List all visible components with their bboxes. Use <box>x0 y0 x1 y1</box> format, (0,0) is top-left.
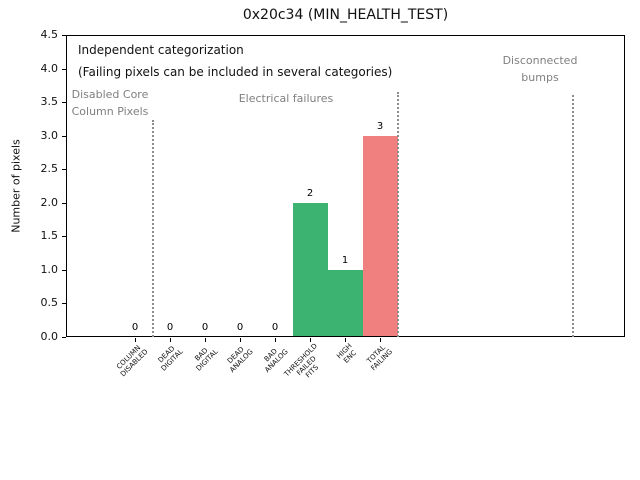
y-tick-label: 0.0 <box>40 330 59 343</box>
bar-value-label: 1 <box>341 255 349 266</box>
y-tick-mark <box>62 35 66 36</box>
x-tick-label: BAD DIGITAL <box>193 346 220 373</box>
x-tick-mark <box>240 338 241 342</box>
bar-value-label: 2 <box>306 188 314 199</box>
y-tick-label: 4.0 <box>40 62 59 75</box>
y-tick-mark <box>62 337 66 338</box>
y-tick-label: 3.0 <box>40 129 59 142</box>
bar <box>363 136 398 337</box>
bar-value-label: 0 <box>236 322 244 333</box>
y-tick-mark <box>62 136 66 137</box>
y-tick-label: 4.5 <box>40 28 59 41</box>
x-tick-label: COLUMN DISABLED <box>114 343 150 379</box>
section-separator-line <box>572 95 574 337</box>
x-tick-label: DEAD ANALOG <box>225 345 255 375</box>
section-caption: Electrical failures <box>238 92 334 105</box>
y-tick-mark <box>62 69 66 70</box>
x-tick-label: HIGH ENC <box>335 342 359 365</box>
plot-area <box>66 35 625 337</box>
section-caption: Disabled Core Column Pixels <box>71 88 149 118</box>
bar <box>328 270 363 337</box>
annotation-line-2: (Failing pixels can be included in sever… <box>78 65 393 79</box>
x-tick-mark <box>170 338 171 342</box>
y-tick-label: 1.0 <box>40 263 59 276</box>
x-tick-mark <box>345 338 346 342</box>
chart-title: 0x20c34 (MIN_HEALTH_TEST) <box>242 7 449 23</box>
x-tick-mark <box>205 338 206 342</box>
x-tick-mark <box>275 338 276 342</box>
section-caption: Disconnected bumps <box>502 54 578 84</box>
y-tick-mark <box>62 169 66 170</box>
x-tick-mark <box>380 338 381 342</box>
bar-value-label: 0 <box>166 322 174 333</box>
section-separator-line <box>152 120 154 337</box>
x-tick-mark <box>135 338 136 342</box>
y-tick-label: 3.5 <box>40 95 59 108</box>
y-tick-label: 2.0 <box>40 196 59 209</box>
bar-value-label: 0 <box>271 322 279 333</box>
y-tick-mark <box>62 270 66 271</box>
x-tick-label: DEAD DIGITAL <box>156 344 185 373</box>
section-separator-line <box>397 92 399 337</box>
y-tick-label: 0.5 <box>40 296 59 309</box>
y-tick-mark <box>62 102 66 103</box>
y-tick-mark <box>62 203 66 204</box>
annotation-line-1: Independent categorization <box>78 43 244 57</box>
y-tick-label: 2.5 <box>40 162 59 175</box>
y-tick-label: 1.5 <box>40 229 59 242</box>
bar-value-label: 3 <box>376 121 384 132</box>
bar-value-label: 0 <box>201 322 209 333</box>
x-tick-mark <box>310 338 311 342</box>
bar <box>293 203 328 337</box>
x-tick-label: TOTAL FAILING <box>365 343 395 373</box>
y-tick-mark <box>62 236 66 237</box>
bar-value-label: 0 <box>131 322 139 333</box>
y-tick-mark <box>62 303 66 304</box>
x-tick-label: THRESHOLD FAILED FITS <box>282 342 320 380</box>
y-axis-label: Number of pixels <box>9 139 23 233</box>
